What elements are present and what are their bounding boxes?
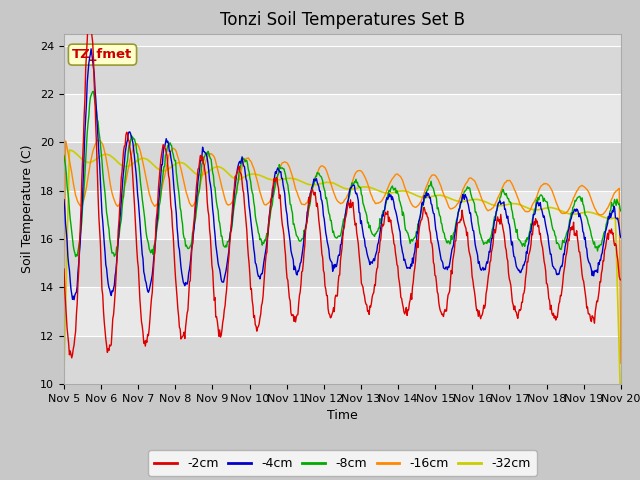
- Legend: -2cm, -4cm, -8cm, -16cm, -32cm: -2cm, -4cm, -8cm, -16cm, -32cm: [148, 450, 536, 476]
- X-axis label: Time: Time: [327, 409, 358, 422]
- Bar: [64, 46, 621, 94]
- Title: Tonzi Soil Temperatures Set B: Tonzi Soil Temperatures Set B: [220, 11, 465, 29]
- Bar: [64, 143, 621, 191]
- Bar: [64, 94, 621, 143]
- Bar: [64, 191, 621, 239]
- Text: TZ_fmet: TZ_fmet: [72, 48, 132, 61]
- Bar: [64, 239, 621, 288]
- Bar: [64, 336, 621, 384]
- Y-axis label: Soil Temperature (C): Soil Temperature (C): [22, 144, 35, 273]
- Bar: [64, 288, 621, 336]
